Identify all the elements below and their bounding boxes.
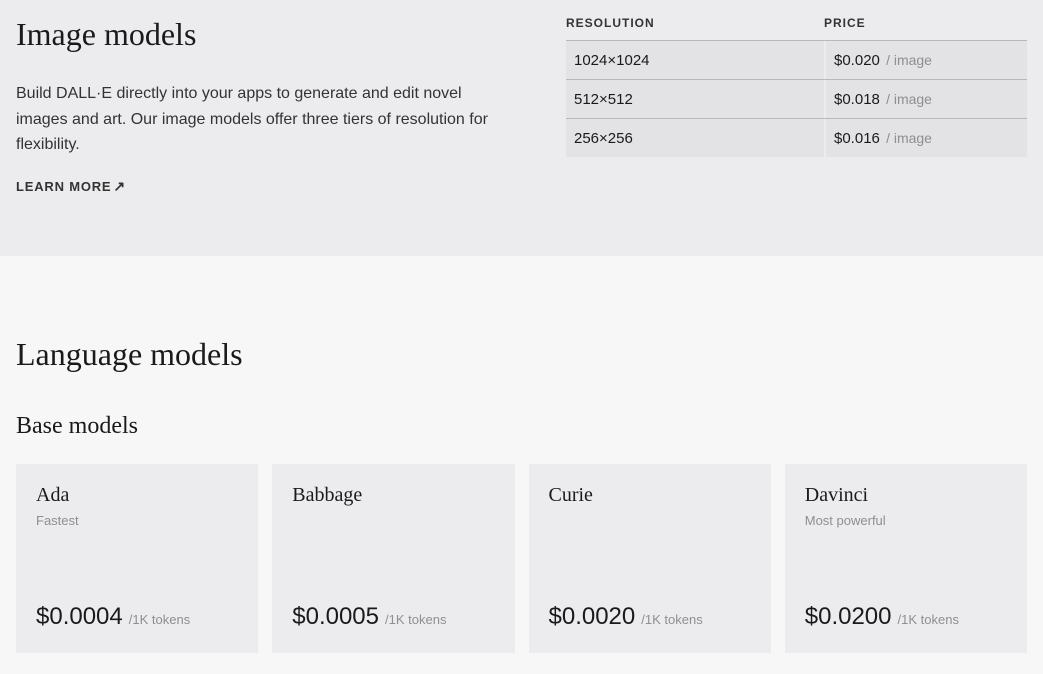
cell-price: $0.016 / image <box>826 130 1027 147</box>
model-tag <box>292 513 494 531</box>
model-price: $0.0004 <box>36 603 123 631</box>
price-value: $0.020 <box>834 52 880 69</box>
model-price: $0.0200 <box>805 603 892 631</box>
model-tag <box>549 513 751 531</box>
price-value: $0.018 <box>834 91 880 108</box>
model-price-unit: /1K tokens <box>898 612 959 627</box>
learn-more-link[interactable]: LEARN MORE ↗ <box>16 178 126 195</box>
table-row: 256×256 $0.016 / image <box>566 118 1027 157</box>
model-card-ada: Ada Fastest $0.0004 /1K tokens <box>16 464 258 653</box>
model-price-unit: /1K tokens <box>641 612 702 627</box>
image-models-title: Image models <box>16 16 506 53</box>
cell-resolution: 256×256 <box>566 130 824 147</box>
price-unit: / image <box>886 91 932 107</box>
base-models-subtitle: Base models <box>16 413 1027 440</box>
image-models-description: Build DALL·E directly into your apps to … <box>16 81 506 158</box>
cell-resolution: 1024×1024 <box>566 52 824 69</box>
arrow-icon: ↗ <box>113 178 126 195</box>
header-resolution: RESOLUTION <box>566 16 824 30</box>
model-price-row: $0.0005 /1K tokens <box>292 603 494 631</box>
header-price: PRICE <box>824 16 1027 30</box>
model-tag: Fastest <box>36 513 238 531</box>
model-card-curie: Curie $0.0020 /1K tokens <box>529 464 771 653</box>
model-tag: Most powerful <box>805 513 1007 531</box>
model-name: Ada <box>36 484 238 507</box>
image-pricing-table: RESOLUTION PRICE 1024×1024 $0.020 / imag… <box>566 16 1027 196</box>
learn-more-label: LEARN MORE <box>16 179 111 194</box>
cell-resolution: 512×512 <box>566 91 824 108</box>
table-row: 512×512 $0.018 / image <box>566 79 1027 118</box>
table-row: 1024×1024 $0.020 / image <box>566 40 1027 79</box>
model-price: $0.0005 <box>292 603 379 631</box>
model-price-unit: /1K tokens <box>385 612 446 627</box>
image-models-intro: Image models Build DALL·E directly into … <box>16 16 506 196</box>
model-card-babbage: Babbage $0.0005 /1K tokens <box>272 464 514 653</box>
model-price-row: $0.0004 /1K tokens <box>36 603 238 631</box>
cell-price: $0.020 / image <box>826 52 1027 69</box>
cell-price: $0.018 / image <box>826 91 1027 108</box>
model-name: Curie <box>549 484 751 507</box>
model-price-row: $0.0020 /1K tokens <box>549 603 751 631</box>
model-price-row: $0.0200 /1K tokens <box>805 603 1007 631</box>
price-value: $0.016 <box>834 130 880 147</box>
image-models-section: Image models Build DALL·E directly into … <box>0 0 1043 256</box>
price-unit: / image <box>886 52 932 68</box>
language-models-section: Language models Base models Ada Fastest … <box>0 256 1043 653</box>
price-unit: / image <box>886 130 932 146</box>
model-name: Babbage <box>292 484 494 507</box>
table-header: RESOLUTION PRICE <box>566 16 1027 40</box>
model-card-davinci: Davinci Most powerful $0.0200 /1K tokens <box>785 464 1027 653</box>
language-models-title: Language models <box>16 336 1027 373</box>
model-price-unit: /1K tokens <box>129 612 190 627</box>
model-name: Davinci <box>805 484 1007 507</box>
model-price: $0.0020 <box>549 603 636 631</box>
model-cards-row: Ada Fastest $0.0004 /1K tokens Babbage $… <box>16 464 1027 653</box>
